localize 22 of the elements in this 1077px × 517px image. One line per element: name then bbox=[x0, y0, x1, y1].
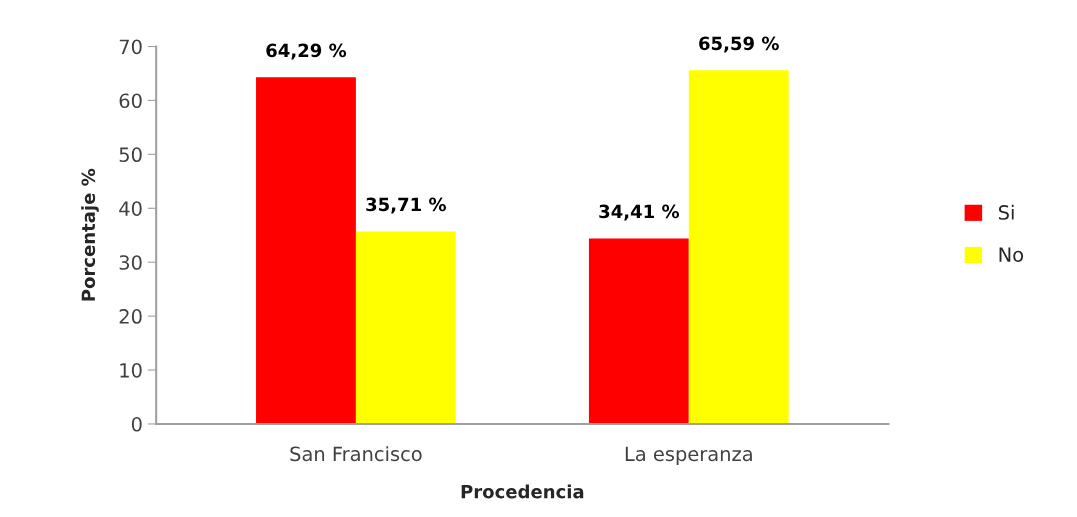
x-axis-title: Procedencia bbox=[461, 484, 584, 499]
data-label: 34,41 % bbox=[599, 204, 680, 221]
legend-label: No bbox=[999, 247, 1024, 262]
data-label: 35,71 % bbox=[366, 197, 446, 214]
y-tick-label: 40 bbox=[119, 201, 142, 216]
data-label: 64,29 % bbox=[266, 43, 347, 60]
y-tick-label: 30 bbox=[119, 255, 142, 270]
y-tick-label: 20 bbox=[119, 309, 142, 324]
y-tick-label: 70 bbox=[119, 39, 142, 55]
y-axis-title: Porcentaje % bbox=[81, 168, 99, 301]
bar bbox=[688, 70, 789, 424]
data-label: 65,59 % bbox=[699, 36, 779, 53]
y-tick-label: 0 bbox=[131, 416, 142, 432]
x-tick-label: San Francisco bbox=[290, 446, 422, 462]
legend-label: Si bbox=[998, 204, 1014, 220]
y-tick-label: 60 bbox=[119, 93, 142, 109]
bar bbox=[256, 77, 356, 424]
x-tick-label: La esperanza bbox=[625, 446, 752, 465]
bar bbox=[588, 238, 689, 424]
y-tick-label: 10 bbox=[120, 362, 142, 378]
bar bbox=[355, 231, 456, 424]
y-tick-label: 50 bbox=[119, 147, 142, 163]
